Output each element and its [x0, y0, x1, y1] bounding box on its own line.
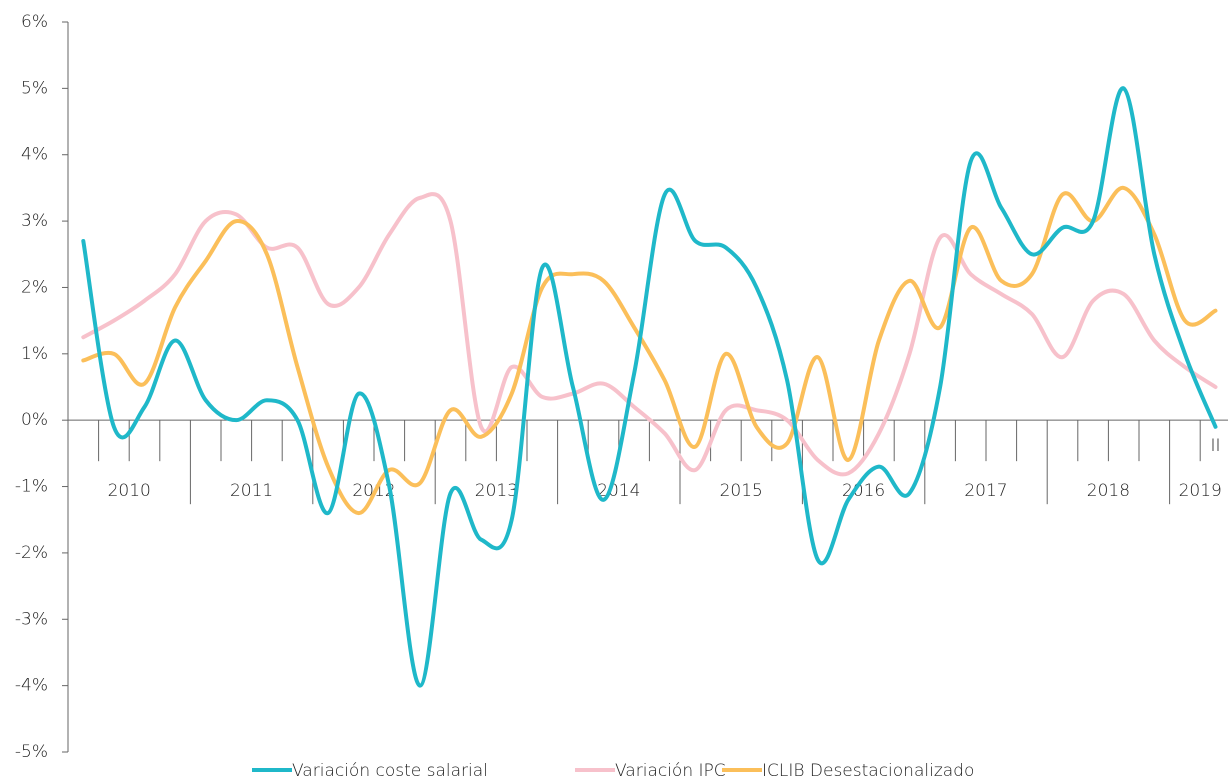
legend-label: Variación IPC — [615, 761, 726, 781]
y-tick-label: -3% — [15, 609, 48, 629]
y-tick-label: -5% — [15, 742, 48, 762]
series-line — [81, 86, 1218, 688]
y-tick-label: 6% — [21, 12, 48, 32]
y-tick-label: 4% — [21, 145, 48, 165]
series-line — [81, 185, 1218, 516]
year-label: 2013 — [475, 481, 518, 501]
legend-label: ICLIB Desestacionalizado — [762, 761, 974, 781]
y-tick-label: 3% — [21, 211, 48, 231]
y-tick-label: 5% — [21, 78, 48, 98]
y-tick-label: 2% — [21, 277, 48, 297]
legend-label: Variación coste salarial — [292, 761, 488, 781]
year-label: 2015 — [720, 481, 763, 501]
year-label: 2010 — [108, 481, 151, 501]
y-tick-label: 0% — [21, 410, 48, 430]
y-tick-label: -1% — [15, 477, 48, 497]
y-tick-label: -4% — [15, 676, 48, 696]
year-label: 2018 — [1087, 481, 1130, 501]
y-tick-label: 1% — [21, 344, 48, 364]
x-tick-label: II — [1210, 436, 1220, 456]
series-line — [81, 192, 1218, 477]
year-label: 2019 — [1179, 481, 1222, 501]
y-tick-label: -2% — [15, 543, 48, 563]
year-label: 2017 — [964, 481, 1007, 501]
year-label: 2011 — [230, 481, 273, 501]
